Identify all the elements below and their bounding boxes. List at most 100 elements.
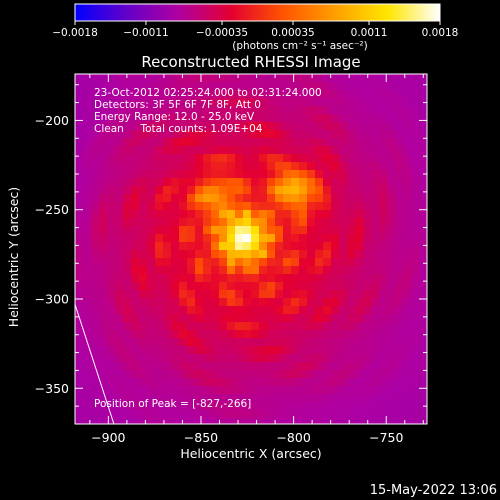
- heatmap-cell: [91, 154, 99, 162]
- heatmap-cell: [347, 218, 355, 226]
- plot-area: −900 −850 −800 −750−200−250−300−350 23-Oct-…: [35, 73, 428, 445]
- heatmap-cell: [75, 210, 83, 218]
- heatmap-cell: [307, 338, 315, 346]
- heatmap-cell: [155, 322, 163, 330]
- heatmap-cell: [387, 98, 395, 106]
- heatmap-cell: [227, 378, 235, 386]
- heatmap-cell: [331, 418, 339, 424]
- heatmap-cell: [203, 146, 211, 154]
- heatmap-cell: [411, 410, 419, 418]
- heatmap-cell: [131, 290, 139, 298]
- heatmap-cell: [235, 122, 243, 130]
- heatmap-cell: [379, 306, 387, 314]
- heatmap-cell: [155, 354, 163, 362]
- heatmap-cell: [291, 362, 299, 370]
- heatmap-cell: [219, 162, 227, 170]
- heatmap-cell: [387, 418, 395, 424]
- heatmap-cell: [395, 194, 403, 202]
- heatmap-cell: [195, 202, 203, 210]
- heatmap-cell: [331, 370, 339, 378]
- heatmap-cell: [307, 346, 315, 354]
- heatmap-cell: [219, 178, 227, 186]
- heatmap-cell: [155, 330, 163, 338]
- heatmap-cell: [83, 178, 91, 186]
- heatmap-cell: [395, 266, 403, 274]
- heatmap-cell: [155, 194, 163, 202]
- heatmap-cell: [179, 82, 187, 90]
- heatmap-cell: [187, 130, 195, 138]
- heatmap-cell: [91, 330, 99, 338]
- heatmap-cell: [331, 282, 339, 290]
- heatmap-cell: [339, 386, 347, 394]
- heatmap-cell: [155, 378, 163, 386]
- heatmap-cell: [347, 322, 355, 330]
- heatmap-cell: [227, 210, 235, 218]
- heatmap-cell: [179, 346, 187, 354]
- heatmap-cell: [107, 290, 115, 298]
- heatmap-cell: [323, 234, 331, 242]
- heatmap-cell: [339, 354, 347, 362]
- annotation-detectors: Detectors: 3F 5F 6F 7F 8F, Att 0: [94, 99, 261, 111]
- heatmap-cell: [307, 106, 315, 114]
- heatmap-cell: [387, 410, 395, 418]
- heatmap-cell: [411, 210, 419, 218]
- heatmap-cell: [195, 114, 203, 122]
- heatmap-cell: [387, 290, 395, 298]
- heatmap-cell: [259, 130, 267, 138]
- heatmap-cell: [147, 314, 155, 322]
- heatmap-cell: [363, 370, 371, 378]
- heatmap-cell: [251, 298, 259, 306]
- heatmap-cell: [219, 194, 227, 202]
- heatmap-cell: [219, 274, 227, 282]
- heatmap-cell: [315, 154, 323, 162]
- heatmap-cell: [115, 402, 123, 410]
- heatmap-cell: [379, 90, 387, 98]
- heatmap-cell: [243, 138, 251, 146]
- heatmap-cell: [315, 258, 323, 266]
- heatmap-cell: [387, 274, 395, 282]
- heatmap-cell: [371, 274, 379, 282]
- heatmap-cell: [259, 114, 267, 122]
- heatmap-cell: [347, 250, 355, 258]
- heatmap-cell: [307, 378, 315, 386]
- heatmap-cell: [91, 338, 99, 346]
- heatmap-cell: [171, 298, 179, 306]
- heatmap-cell: [99, 234, 107, 242]
- heatmap-cell: [163, 282, 171, 290]
- heatmap-cell: [147, 226, 155, 234]
- heatmap-cell: [371, 130, 379, 138]
- heatmap-cell: [195, 250, 203, 258]
- heatmap-cell: [227, 290, 235, 298]
- heatmap-cell: [163, 122, 171, 130]
- heatmap-cell: [307, 122, 315, 130]
- heatmap-cell: [331, 234, 339, 242]
- heatmap-cell: [307, 306, 315, 314]
- heatmap-cell: [275, 170, 283, 178]
- heatmap-cell: [363, 74, 371, 82]
- heatmap-cell: [195, 346, 203, 354]
- heatmap-cell: [299, 354, 307, 362]
- heatmap-cell: [347, 410, 355, 418]
- heatmap-cell: [131, 202, 139, 210]
- heatmap-cell: [379, 386, 387, 394]
- heatmap-cell: [155, 74, 163, 82]
- heatmap-cell: [187, 154, 195, 162]
- heatmap-cell: [139, 410, 147, 418]
- heatmap-cell: [283, 106, 291, 114]
- heatmap-cell: [107, 178, 115, 186]
- heatmap-cell: [243, 346, 251, 354]
- heatmap-cell: [179, 338, 187, 346]
- heatmap-cell: [147, 138, 155, 146]
- heatmap-cell: [419, 194, 427, 202]
- heatmap-cell: [187, 282, 195, 290]
- heatmap-cell: [259, 154, 267, 162]
- heatmap-cell: [371, 226, 379, 234]
- heatmap-cell: [195, 154, 203, 162]
- heatmap-cell: [387, 314, 395, 322]
- heatmap-cell: [387, 298, 395, 306]
- heatmap-cell: [155, 266, 163, 274]
- heatmap-cell: [227, 346, 235, 354]
- heatmap-cell: [123, 138, 131, 146]
- heatmap-cell: [187, 266, 195, 274]
